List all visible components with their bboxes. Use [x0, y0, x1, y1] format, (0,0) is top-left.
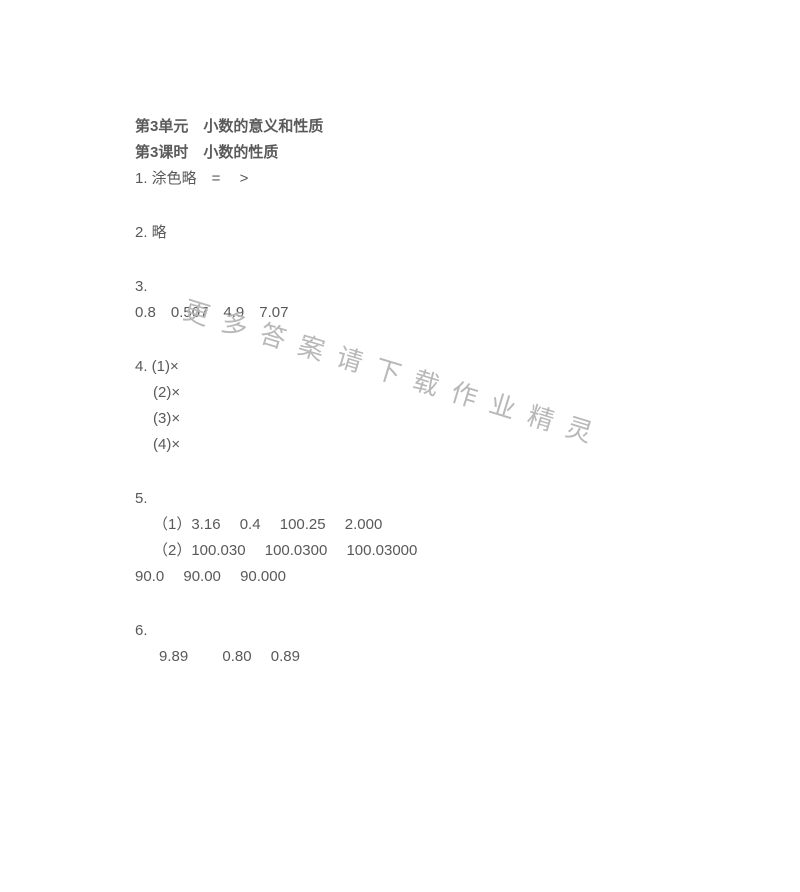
question-6-label: 6. [135, 619, 665, 643]
question-4-item-2: (2)× [135, 381, 665, 405]
question-3-answer: 0.8 0.507 4.9 7.07 [135, 301, 665, 325]
unit-heading: 第3单元 小数的意义和性质 [135, 115, 665, 139]
question-6-answer: 9.89 0.80 0.89 [135, 645, 665, 669]
question-2: 2. 略 [135, 221, 665, 245]
question-4-item-3: (3)× [135, 407, 665, 431]
question-5-item-3: 90.0 90.00 90.000 [135, 565, 665, 589]
lesson-heading: 第3课时 小数的性质 [135, 141, 665, 165]
document-body: 第3单元 小数的意义和性质 第3课时 小数的性质 1. 涂色略 = > 2. 略… [0, 0, 800, 669]
question-1: 1. 涂色略 = > [135, 167, 665, 191]
question-5-item-1: （1）3.16 0.4 100.25 2.000 [135, 513, 665, 537]
question-5-label: 5. [135, 487, 665, 511]
question-3-label: 3. [135, 275, 665, 299]
question-5-item-2: （2）100.030 100.0300 100.03000 [135, 539, 665, 563]
question-4-item-4: (4)× [135, 433, 665, 457]
question-4-item-1: 4. (1)× [135, 355, 665, 379]
